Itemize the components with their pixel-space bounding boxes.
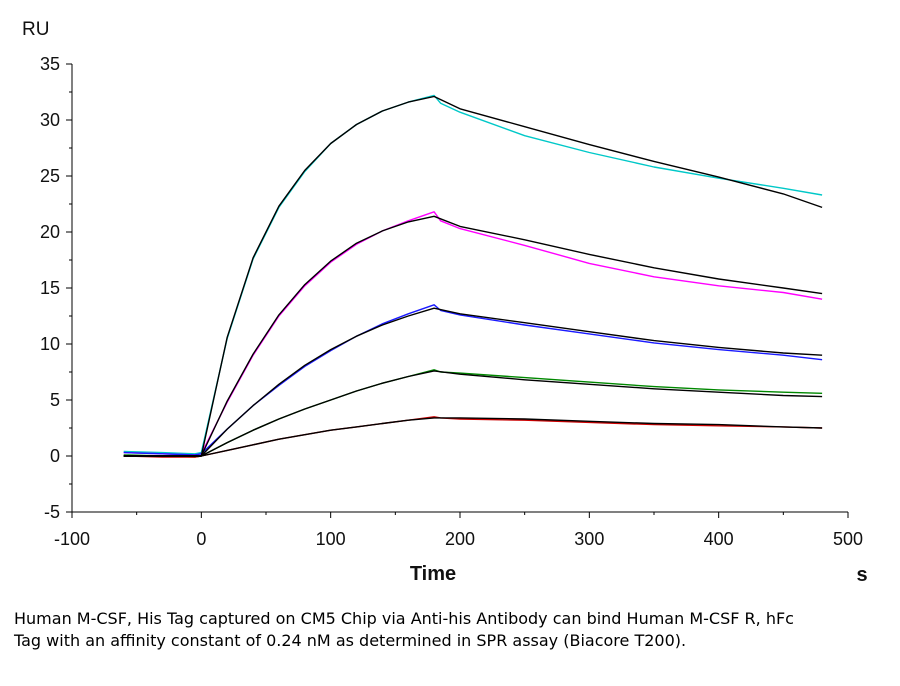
x-tick-label: -100 — [54, 529, 90, 549]
series-line — [123, 369, 823, 458]
y-tick-label: 5 — [50, 390, 60, 410]
x-axis-unit: s — [856, 564, 867, 586]
x-axis-title: Time — [410, 563, 456, 585]
x-tick-label: 0 — [196, 529, 206, 549]
spr-sensorgram-chart: -5 0 5 10 15 20 25 30 35 -100 0 100 200 300 400 500 RU … — [22, 19, 868, 586]
x-tick-label: 400 — [704, 529, 734, 549]
y-tick-label: 35 — [40, 54, 60, 74]
x-tick-label: 200 — [445, 529, 475, 549]
x-tick-label: 100 — [316, 529, 346, 549]
axes: -5 0 5 10 15 20 25 30 35 -100 0 100 200 300 400 500 — [40, 54, 863, 549]
y-tick-label: 25 — [40, 166, 60, 186]
y-tick-label: -5 — [44, 502, 60, 522]
series-line — [123, 307, 823, 457]
series-line — [123, 304, 823, 456]
x-tick-label: 300 — [574, 529, 604, 549]
y-axis-label: RU — [22, 19, 49, 40]
series-line — [123, 417, 823, 457]
series-line — [123, 215, 823, 457]
series-group — [123, 94, 823, 458]
axis-labels: RU Time s — [22, 19, 868, 586]
figure-caption: Human M-CSF, His Tag captured on CM5 Chi… — [14, 609, 794, 650]
y-tick-label: 0 — [50, 446, 60, 466]
x-tick-label: 500 — [833, 529, 863, 549]
y-tick-label: 15 — [40, 278, 60, 298]
series-line — [123, 416, 823, 458]
y-tick-label: 10 — [40, 334, 60, 354]
series-line — [123, 370, 823, 457]
series-line — [123, 95, 823, 457]
y-tick-label: 30 — [40, 110, 60, 130]
y-tick-label: 20 — [40, 222, 60, 242]
